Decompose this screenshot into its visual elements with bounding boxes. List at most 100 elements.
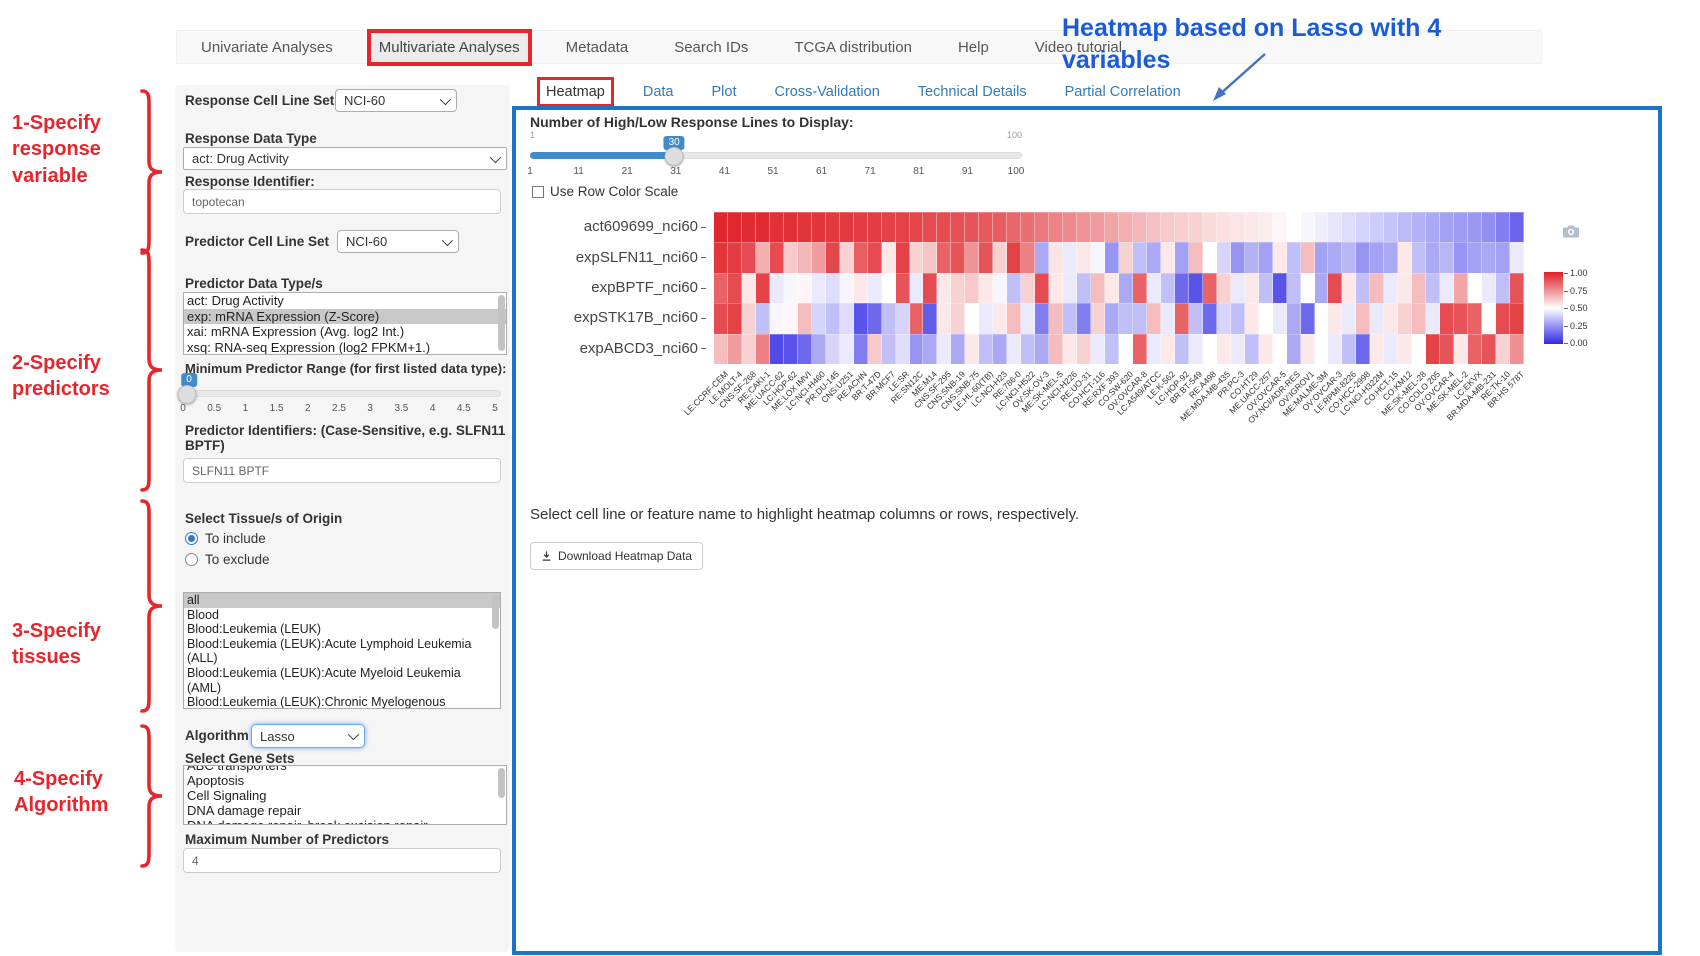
tab-partial-correlation[interactable]: Partial Correlation <box>1064 84 1181 100</box>
heatmap-cell <box>1021 303 1036 334</box>
radio-selected-icon[interactable] <box>185 532 198 545</box>
heatmap-cell <box>727 242 742 273</box>
nav-tab-search-ids[interactable]: Search IDs <box>674 38 749 56</box>
heatmap-cell <box>881 242 896 273</box>
heatmap-cell <box>1510 303 1524 334</box>
heatmap-row-label[interactable]: expSTK17B_nci60 <box>516 309 706 326</box>
heatmap-row-label[interactable]: expSLFN11_nci60 <box>516 249 706 266</box>
list-option[interactable]: xai: mRNA Expression (Avg. log2 Int.) <box>187 324 405 339</box>
tab-technical-details[interactable]: Technical Details <box>917 84 1027 100</box>
predictor-identifiers-label: Predictor Identifiers: (Case-Sensitive, … <box>185 423 506 453</box>
response-identifier-label: Response Identifier: <box>185 174 315 189</box>
scrollbar[interactable] <box>492 595 499 629</box>
heatmap-cell <box>1454 272 1469 304</box>
list-option[interactable]: act: Drug Activity <box>187 293 284 308</box>
heatmap-cell <box>895 212 910 243</box>
heatmap-cell <box>867 212 882 243</box>
heatmap-cell <box>811 272 826 304</box>
display-lines-slider[interactable]: 1 100 30 1 11 21 31 41 51 61 71 81 91 100 <box>527 130 1024 180</box>
predictor-identifiers-input[interactable] <box>183 458 501 483</box>
nav-tab-metadata[interactable]: Metadata <box>565 38 629 56</box>
row-color-scale-checkbox[interactable]: Use Row Color Scale <box>532 184 678 199</box>
heatmap-cell <box>1118 272 1133 304</box>
list-option[interactable]: xsq: RNA-seq Expression (log2 FPKM+1.) <box>187 339 431 355</box>
slider-handle[interactable] <box>664 147 684 166</box>
heatmap-cell <box>811 303 826 334</box>
slider-tick-label: 31 <box>670 166 682 177</box>
colorbar-tick-label: 1.00 <box>1564 268 1588 278</box>
list-option[interactable]: all <box>184 593 500 608</box>
heatmap-cell <box>1160 212 1175 243</box>
nav-tab-help[interactable]: Help <box>957 38 989 56</box>
camera-snapshot-icon[interactable] <box>1562 224 1580 238</box>
predictor-cell-line-set-select[interactable]: NCI-60 <box>337 230 459 253</box>
heatmap-cell <box>1035 333 1050 364</box>
nav-tab-tcga-distribution[interactable]: TCGA distribution <box>794 38 912 56</box>
heatmap-cell <box>1244 272 1259 304</box>
heatmap-cell <box>755 212 770 243</box>
list-option[interactable]: ABC transporters <box>187 765 287 773</box>
list-option[interactable]: Cell Signaling <box>187 788 267 803</box>
max-predictors-input[interactable] <box>183 848 501 873</box>
heatmap-cell <box>1426 212 1441 243</box>
slider-handle[interactable] <box>177 385 197 404</box>
heatmap-cell <box>1510 212 1524 243</box>
list-option[interactable]: exp: mRNA Expression (Z-Score) <box>184 308 506 324</box>
download-heatmap-data-button[interactable]: Download Heatmap Data <box>530 542 704 570</box>
checkbox-icon[interactable] <box>532 185 544 198</box>
response-data-type-select[interactable]: act: Drug Activity <box>183 147 507 170</box>
list-option[interactable]: Blood:Leukemia (LEUK) <box>187 622 322 637</box>
heatmap-cell <box>1188 272 1203 304</box>
heatmap-cell <box>1216 212 1231 243</box>
nav-tab-multivariate-analyses[interactable]: Multivariate Analyses <box>370 32 528 62</box>
tab-heatmap[interactable]: Heatmap <box>540 80 611 104</box>
heatmap-cell <box>1482 212 1497 243</box>
heatmap-cell <box>1272 333 1287 364</box>
predictor-data-types-list[interactable]: act: Drug Activity exp: mRNA Expression (… <box>183 292 507 355</box>
heatmap-cell <box>1440 333 1455 364</box>
heatmap-row-label[interactable]: expBPTF_nci60 <box>516 279 706 296</box>
nav-tab-video-tutorial[interactable]: Video tutorial <box>1034 38 1123 56</box>
list-option[interactable]: DNA damage repair, break excision repair <box>184 818 506 824</box>
tab-cross-validation[interactable]: Cross-Validation <box>774 84 880 100</box>
heatmap-cell <box>1258 212 1273 243</box>
heatmap-cell <box>1049 333 1064 364</box>
list-option[interactable]: Blood:Leukemia (LEUK):Acute Lymphoid Leu… <box>187 636 472 666</box>
heatmap-cell <box>951 242 966 273</box>
gene-sets-list[interactable]: ABC transporters Apoptosis Cell Signaling D… <box>183 765 507 825</box>
tissue-list[interactable]: all Blood Blood:Leukemia (LEUK) Blood:Leuke… <box>183 592 501 709</box>
heatmap-cell <box>923 272 938 304</box>
heatmap-cell <box>741 303 756 334</box>
slider-track[interactable] <box>183 390 501 397</box>
heatmap-row-label[interactable]: act609699_nci60 <box>516 218 706 235</box>
tab-plot[interactable]: Plot <box>711 84 737 100</box>
tissue-include-radio[interactable]: To include <box>185 531 266 546</box>
radio-unselected-icon[interactable] <box>185 553 198 566</box>
nav-tab-univariate-analyses[interactable]: Univariate Analyses <box>201 38 333 56</box>
heatmap-cell <box>1077 333 1092 364</box>
tissue-exclude-radio[interactable]: To exclude <box>185 552 270 567</box>
scrollbar[interactable] <box>498 768 505 798</box>
heatmap-cell <box>1412 242 1427 273</box>
heatmap-cell <box>1091 333 1106 364</box>
tab-data[interactable]: Data <box>642 84 674 100</box>
min-predictor-range-slider[interactable]: 0 0 0.5 1 1.5 2 2.5 3 3.5 4 4.5 5 <box>177 373 501 417</box>
heatmap-cell <box>1216 333 1231 364</box>
heatmap-cell <box>993 333 1008 364</box>
heatmap-cell <box>1202 212 1217 243</box>
heatmap-cell <box>825 303 840 334</box>
heatmap-cell <box>895 303 910 334</box>
heatmap-cell <box>741 212 756 243</box>
response-identifier-input[interactable] <box>183 189 501 214</box>
list-option[interactable]: Blood:Leukemia (LEUK):Chronic Myelogenou… <box>187 695 446 709</box>
algorithm-select[interactable]: Lasso <box>251 724 365 748</box>
list-option[interactable]: Apoptosis <box>187 773 245 788</box>
list-option[interactable]: Blood:Leukemia (LEUK):Acute Myeloid Leuk… <box>187 665 461 695</box>
heatmap-row-label[interactable]: expABCD3_nci60 <box>516 340 706 357</box>
heatmap-cell <box>1244 303 1259 334</box>
download-icon <box>542 551 551 561</box>
list-option[interactable]: DNA damage repair <box>187 803 302 818</box>
scrollbar[interactable] <box>498 295 505 351</box>
list-option[interactable]: Blood <box>187 607 219 622</box>
response-cell-line-set-select[interactable]: NCI-60 <box>335 89 457 112</box>
